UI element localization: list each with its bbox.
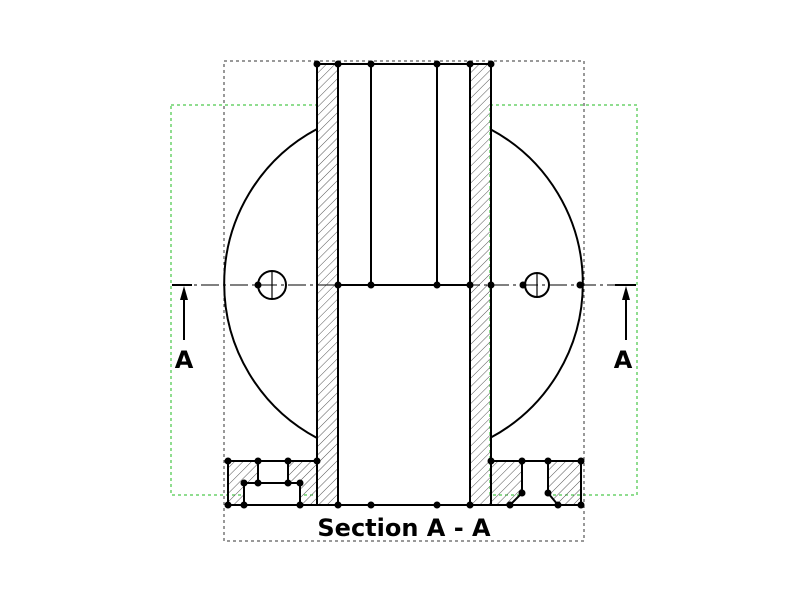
flange-arc-left <box>223 128 318 439</box>
left-projection-frame <box>170 104 318 496</box>
vertex-points <box>224 60 585 509</box>
section-title: Section A - A <box>317 514 491 542</box>
cut-arrow-right-head <box>622 286 630 300</box>
right-projection-frame <box>489 104 638 496</box>
view-frame <box>223 60 585 542</box>
cut-label-right: A <box>614 346 633 374</box>
cut-label-left: A <box>175 346 194 374</box>
cut-arrow-left-head <box>180 286 188 300</box>
